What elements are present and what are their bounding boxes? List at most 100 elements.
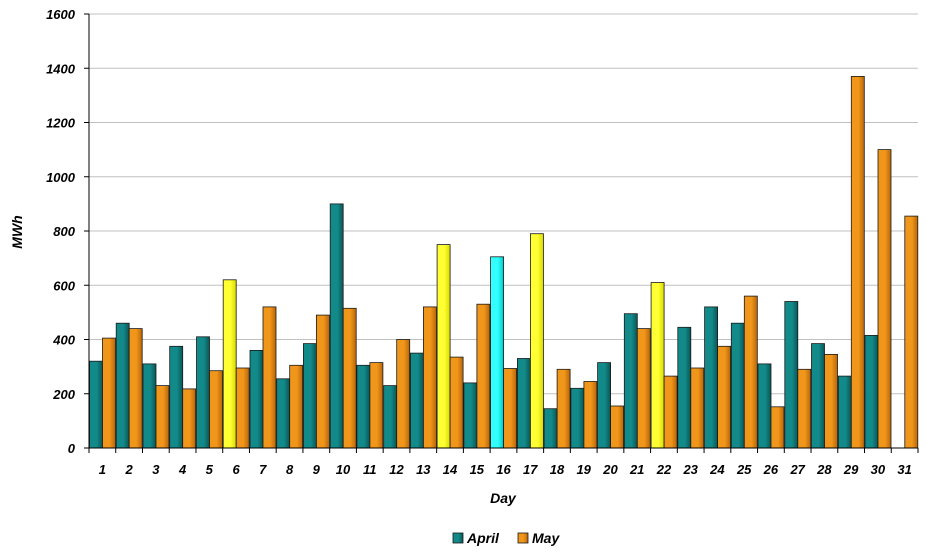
bar-april-day-14 <box>436 244 451 449</box>
bar-april-day-22 <box>650 282 665 449</box>
bar-april-day-29 <box>837 375 852 449</box>
bar-april-day-1 <box>89 360 103 449</box>
x-tick-label: 5 <box>206 462 214 477</box>
bar-may-day-4 <box>182 388 197 449</box>
bar-may-day-2 <box>128 328 143 449</box>
y-axis-label: MWh <box>9 215 25 248</box>
x-tick-label: 9 <box>313 462 321 477</box>
y-tick-label: 200 <box>52 387 75 402</box>
x-tick-label: 7 <box>259 462 267 477</box>
bar-may-day-6 <box>235 367 250 449</box>
x-tick-label: 28 <box>816 462 832 477</box>
bar-april-day-25 <box>730 322 745 449</box>
bar-april-day-21 <box>623 313 638 449</box>
x-tick-label: 20 <box>602 462 618 477</box>
x-tick-labels: 1 2 3 4 5 6 7 8 9 10 11 12 13 14 15 16 17 18 19 20 21 22 23 24 2… <box>99 462 912 477</box>
legend-swatch-may <box>517 532 529 544</box>
bar-may-day-29 <box>850 76 865 449</box>
bar-april-day-13 <box>409 352 424 449</box>
bar-april-day-18 <box>543 408 558 449</box>
bar-may-day-18 <box>556 368 571 449</box>
legend-label-april: April <box>466 530 500 546</box>
x-tick-label: 23 <box>682 462 698 477</box>
bar-may-day-14 <box>449 356 464 449</box>
x-tick-label: 16 <box>496 462 511 477</box>
x-tick-label: 1 <box>99 462 106 477</box>
x-tick-label: 4 <box>178 462 187 477</box>
bar-may-day-22 <box>663 375 678 449</box>
bar-may-day-5 <box>209 370 223 449</box>
bar-april-day-28 <box>811 343 825 449</box>
x-tick-label: 24 <box>709 462 725 477</box>
x-tick-label: 12 <box>389 462 404 477</box>
bar-may-day-26 <box>770 406 785 449</box>
x-tick-label: 3 <box>152 462 160 477</box>
bar-april-day-3 <box>142 363 157 449</box>
x-tick-label: 22 <box>656 462 672 477</box>
y-tick-label: 0 <box>68 441 76 456</box>
bar-may-day-7 <box>262 306 277 449</box>
bar-april-day-20 <box>597 362 611 449</box>
x-tick-label: 6 <box>232 462 240 477</box>
bar-april-day-2 <box>115 322 130 449</box>
x-tick-label: 30 <box>871 462 886 477</box>
bar-may-day-16 <box>503 368 518 449</box>
x-tick-label: 15 <box>470 462 485 477</box>
x-tick-label: 11 <box>363 462 377 477</box>
bar-april-day-9 <box>302 343 317 449</box>
bar-april-day-12 <box>383 385 398 449</box>
bar-april-day-26 <box>757 363 772 449</box>
bar-may-day-12 <box>396 339 411 449</box>
bar-may-day-8 <box>289 364 304 449</box>
bar-may-day-24 <box>717 345 731 449</box>
y-tick-label: 1600 <box>46 7 76 22</box>
x-tick-label: 31 <box>897 462 911 477</box>
x-tick-label: 19 <box>576 462 591 477</box>
bar-may-day-15 <box>476 303 491 449</box>
bar-may-day-27 <box>797 368 812 449</box>
bar-april-day-16 <box>490 256 505 449</box>
x-tick-label: 27 <box>789 462 805 477</box>
bars <box>89 76 919 449</box>
bar-april-day-11 <box>356 364 371 449</box>
bar-may-day-20 <box>610 405 624 449</box>
x-tick-label: 10 <box>336 462 351 477</box>
legend-swatch-april <box>452 532 464 544</box>
bar-april-day-10 <box>329 203 344 449</box>
y-tick-labels: 0 200 400 600 800 1000 1200 1400 1600 <box>46 7 76 456</box>
bar-may-day-19 <box>583 381 598 449</box>
bar-may-day-23 <box>690 367 705 449</box>
x-tick-label: 26 <box>763 462 779 477</box>
x-tick-label: 17 <box>523 462 538 477</box>
x-tick-label: 25 <box>736 462 752 477</box>
y-tick-label: 1200 <box>46 116 76 131</box>
bar-may-day-9 <box>315 314 330 449</box>
legend: April May <box>452 530 560 546</box>
y-tick-label: 600 <box>53 278 75 293</box>
bar-april-day-24 <box>704 306 718 449</box>
bar-may-day-10 <box>342 307 357 449</box>
axes <box>84 13 919 453</box>
y-tick-label: 400 <box>52 333 75 348</box>
x-tick-label: 29 <box>843 462 859 477</box>
bar-april-day-7 <box>249 349 264 449</box>
y-tick-label: 800 <box>53 224 75 239</box>
bar-may-day-3 <box>155 385 170 449</box>
bar-may-day-17 <box>530 233 544 449</box>
y-tick-label: 1400 <box>46 61 76 76</box>
bar-april-day-30 <box>864 334 879 449</box>
bar-april-day-8 <box>276 378 291 449</box>
x-axis-label: Day <box>490 490 517 506</box>
y-tick-label: 1000 <box>46 170 76 185</box>
bar-may-day-1 <box>102 337 116 449</box>
bar-may-day-21 <box>636 328 651 449</box>
bar-april-day-23 <box>677 326 692 449</box>
x-tick-label: 2 <box>124 462 133 477</box>
x-tick-label: 14 <box>443 462 458 477</box>
bar-may-day-28 <box>824 353 838 449</box>
bar-may-day-11 <box>369 362 384 449</box>
legend-label-may: May <box>532 530 560 546</box>
bar-april-day-15 <box>463 382 478 449</box>
bar-may-day-30 <box>877 149 892 449</box>
